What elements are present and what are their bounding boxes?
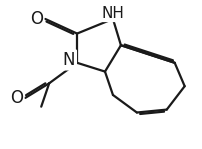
- Text: O: O: [30, 10, 43, 28]
- Text: N: N: [63, 51, 75, 69]
- Text: O: O: [10, 89, 23, 107]
- Text: NH: NH: [102, 6, 124, 21]
